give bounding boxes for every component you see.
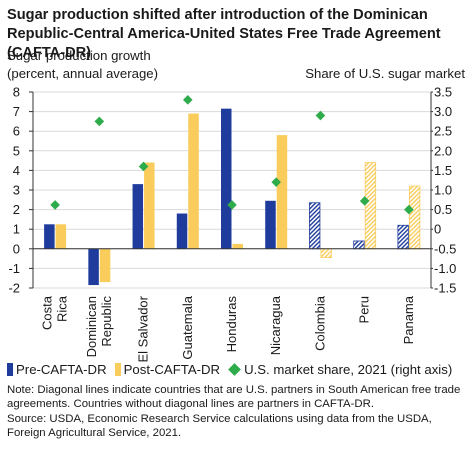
y-tick-label: 3: [13, 183, 20, 198]
y-tick-label: -2: [8, 281, 20, 296]
marker-market-share: [182, 95, 193, 105]
legend: Pre-CAFTA-DR Post-CAFTA-DR U.S. market s…: [7, 362, 452, 377]
bar-post-cafta: [144, 162, 155, 249]
marker-market-share: [138, 161, 149, 172]
bar-pre-cafta: [44, 224, 55, 249]
y-tick-label: 0: [13, 241, 20, 256]
bar-post-cafta: [232, 243, 243, 249]
bar-pre-cafta: [88, 248, 99, 286]
x-tick-label: Guatemala: [180, 295, 195, 359]
y-tick-label: 5: [13, 143, 20, 158]
left-axis-label-line-2: (percent, annual average): [7, 66, 159, 81]
y2-tick-label: 0: [434, 222, 441, 237]
x-tick-label: Republic: [99, 296, 114, 347]
y-tick-label: 2: [13, 202, 20, 217]
right-axis-label: Share of U.S. sugar market: [305, 66, 465, 81]
x-tick-label: Costa: [40, 295, 55, 330]
legend-item-pre: Pre-CAFTA-DR: [7, 362, 107, 377]
source-text: Source: USDA, Economic Research Service …: [7, 413, 432, 439]
legend-swatch-market: [228, 363, 241, 376]
bar-post-cafta: [364, 162, 377, 250]
x-tick-label: Rica: [55, 295, 70, 322]
bar-pre-cafta: [132, 184, 144, 249]
marker-market-share: [315, 110, 326, 121]
x-tick-label: Dominican: [84, 296, 99, 357]
bar-post-cafta: [320, 248, 332, 259]
left-axis-label-line-1: Sugar production growth: [7, 48, 151, 63]
y2-tick-label: 0.5: [434, 202, 452, 217]
x-tick-label: El Salvador: [136, 295, 151, 362]
legend-label-pre: Pre-CAFTA-DR: [16, 362, 107, 377]
chart-title: Sugar production shifted after introduct…: [7, 7, 441, 61]
y2-tick-label: 1.0: [434, 183, 452, 198]
note-text: Note: Diagonal lines indicate countries …: [7, 384, 461, 410]
marker-market-share: [227, 200, 237, 210]
marker-market-share: [359, 196, 370, 206]
bar-pre-cafta: [353, 240, 365, 250]
marker-market-share: [94, 116, 105, 127]
y2-tick-label: 3.5: [434, 85, 452, 100]
y-tick-label: 1: [13, 222, 20, 237]
y-tick-label: 6: [13, 124, 20, 139]
y2-tick-label: -0.5: [434, 241, 456, 256]
bar-post-cafta: [276, 135, 288, 249]
y2-tick-label: 2.5: [434, 124, 452, 139]
marker-market-share: [271, 177, 282, 187]
bar-post-cafta: [188, 113, 199, 249]
bar-post-cafta: [55, 224, 67, 249]
bar-pre-cafta: [176, 213, 188, 249]
y-tick-label: 8: [13, 85, 20, 100]
bar-pre-cafta: [221, 108, 232, 249]
y2-tick-label: -1.5: [434, 281, 456, 296]
left-axis-label: Sugar production growth (percent, annual…: [7, 47, 158, 83]
y-tick-label: 7: [13, 104, 20, 119]
x-tick-label: Colombia: [312, 295, 327, 351]
bar-pre-cafta: [397, 224, 409, 250]
x-tick-label: Panama: [401, 295, 416, 344]
y2-tick-label: 1.5: [434, 163, 452, 178]
y-tick-label: -1: [8, 261, 20, 276]
x-tick-label: Peru: [357, 296, 372, 323]
legend-item-market: U.S. market share, 2021 (right axis): [228, 362, 452, 377]
y-tick-label: 4: [13, 163, 20, 178]
legend-label-market: U.S. market share, 2021 (right axis): [244, 362, 453, 377]
legend-swatch-pre: [7, 363, 13, 376]
bar-post-cafta: [408, 185, 421, 250]
notes: Note: Diagonal lines indicate countries …: [7, 384, 469, 442]
legend-swatch-post: [114, 363, 121, 376]
legend-item-post: Post-CAFTA-DR: [114, 362, 221, 377]
x-tick-label: Honduras: [224, 296, 239, 353]
bar-pre-cafta: [265, 200, 276, 249]
marker-market-share: [404, 204, 414, 215]
y2-tick-label: 3.0: [434, 104, 452, 119]
marker-market-share: [50, 200, 60, 210]
y2-tick-label: -1.0: [434, 261, 456, 276]
bar-post-cafta: [99, 248, 111, 283]
legend-label-post: Post-CAFTA-DR: [123, 362, 221, 377]
y2-tick-label: 2.0: [434, 143, 452, 158]
x-tick-label: Nicaragua: [268, 295, 283, 355]
bar-pre-cafta: [309, 202, 321, 250]
